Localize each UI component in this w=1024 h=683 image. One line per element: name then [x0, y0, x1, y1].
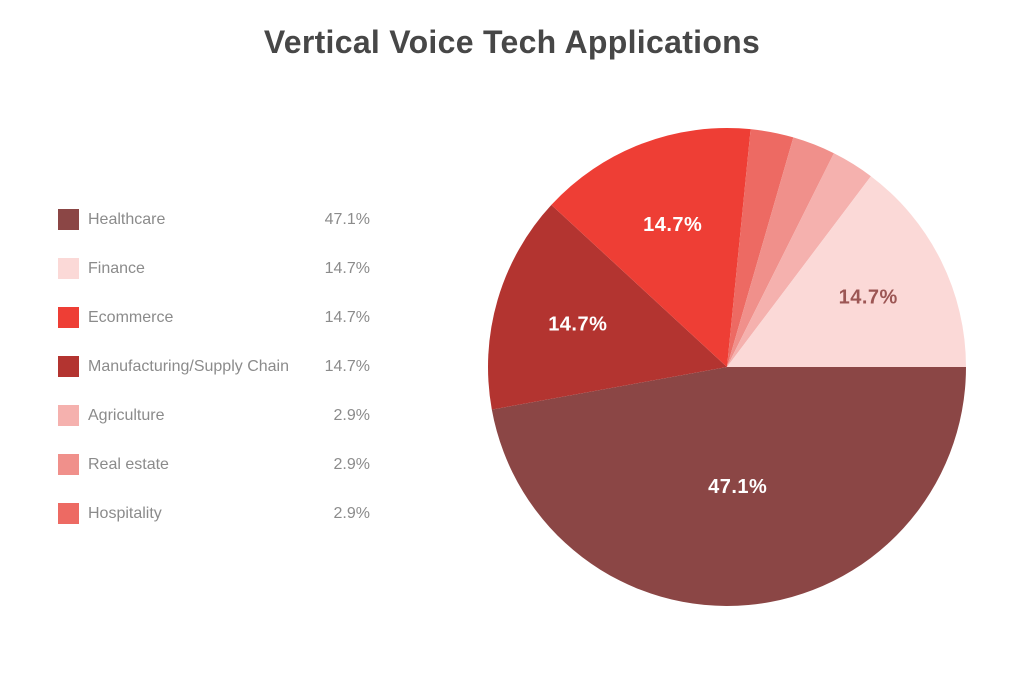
legend-value: 2.9% [333, 406, 370, 424]
legend-row-agriculture: Agriculture 2.9% [58, 405, 370, 426]
legend-row-manufacturing: Manufacturing/Supply Chain 14.7% [58, 356, 370, 377]
legend-label: Manufacturing/Supply Chain [88, 357, 290, 375]
pie-slice-hospitality [727, 129, 794, 367]
legend-value: 14.7% [324, 259, 370, 277]
legend-row-real-estate: Real estate 2.9% [58, 454, 370, 475]
legend-swatch [58, 503, 79, 524]
chart-title: Vertical Voice Tech Applications [263, 24, 761, 60]
pie-slice-finance [727, 176, 966, 367]
legend-swatch [58, 307, 79, 328]
pie-chart: 47.1% 14.7% 14.7% 14.7% [488, 127, 966, 606]
legend-swatch [58, 454, 79, 475]
pie-slice-label-ecommerce: 14.7% [643, 214, 702, 236]
pie-slice-agriculture [727, 153, 871, 367]
legend-label: Real estate [88, 455, 169, 473]
legend-label: Ecommerce [88, 308, 174, 326]
legend: Healthcare 47.1% Finance 14.7% Ecommerce… [58, 209, 370, 552]
legend-value: 14.7% [324, 308, 370, 326]
legend-row-hospitality: Hospitality 2.9% [58, 503, 370, 524]
legend-swatch [58, 258, 79, 279]
legend-row-finance: Finance 14.7% [58, 258, 370, 279]
legend-label: Healthcare [88, 210, 166, 228]
legend-value: 2.9% [333, 455, 370, 473]
legend-swatch [58, 405, 79, 426]
legend-label: Finance [88, 259, 145, 277]
legend-value: 2.9% [333, 504, 370, 522]
pie-slice-healthcare [491, 367, 966, 606]
legend-value: 14.7% [324, 357, 370, 375]
pie-slice-label-finance: 14.7% [839, 287, 898, 309]
pie-slice-label-manufacturing-supply-chain: 14.7% [548, 314, 607, 336]
pie-slice-ecommerce [551, 127, 751, 368]
legend-row-healthcare: Healthcare 47.1% [58, 209, 370, 230]
pie-slice-label-healthcare: 47.1% [708, 476, 767, 498]
legend-row-ecommerce: Ecommerce 14.7% [58, 307, 370, 328]
pie-slice-real-estate [727, 137, 834, 367]
legend-label: Hospitality [88, 504, 162, 522]
pie-chart-container: 47.1% 14.7% 14.7% 14.7% [477, 117, 977, 617]
legend-label: Agriculture [88, 406, 165, 424]
legend-value: 47.1% [324, 210, 370, 228]
legend-swatch [58, 209, 79, 230]
pie-slice-manufacturing-supply-chain [488, 204, 727, 410]
legend-swatch [58, 356, 79, 377]
